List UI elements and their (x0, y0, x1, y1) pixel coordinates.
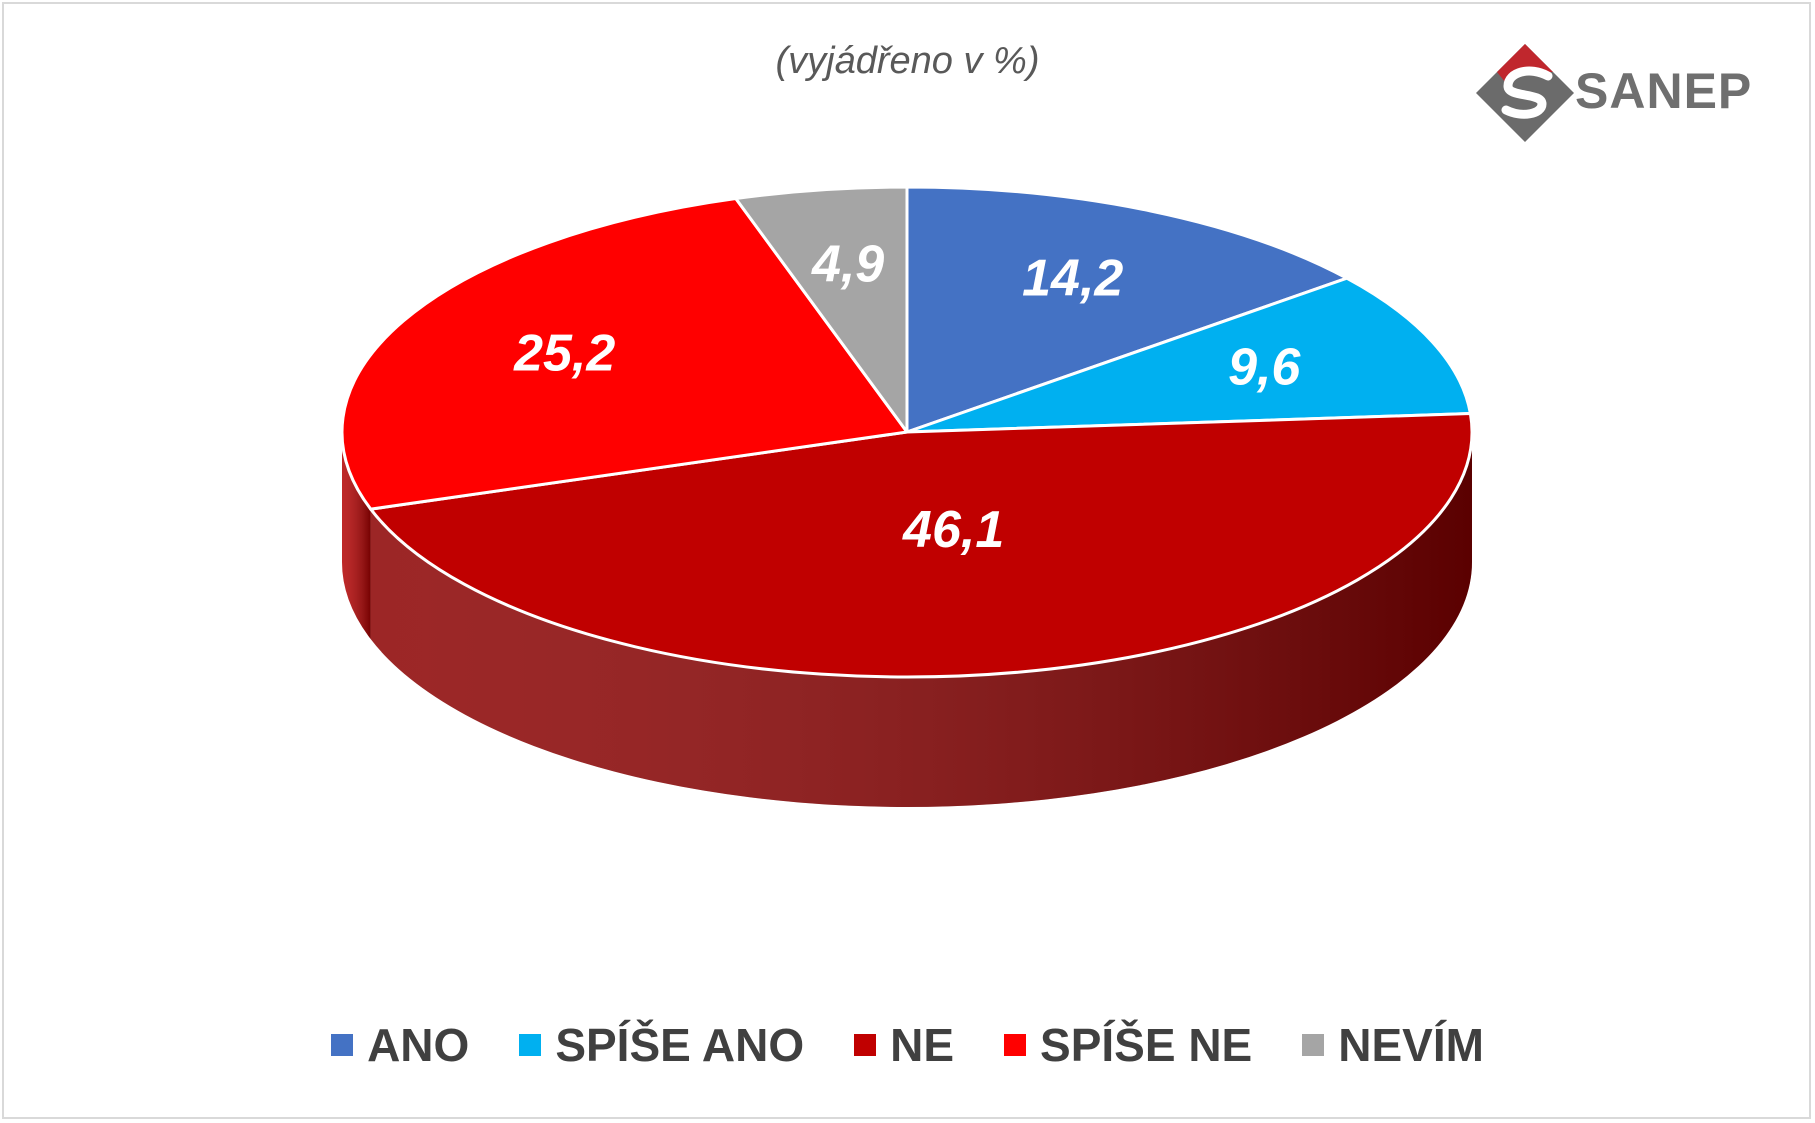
chart-legend: ANO SPÍŠE ANO NE SPÍŠE NE NEVÍM (0, 1015, 1815, 1075)
pie-slice-ne (369, 412, 1474, 679)
legend-swatch (331, 1034, 354, 1056)
sanep-logo-text: SANEP (1575, 63, 1753, 119)
legend-label: NEVÍM (1338, 1019, 1484, 1071)
pie-side-shade (370, 432, 1472, 808)
legend-item-ano: ANO (331, 1018, 469, 1072)
legend-label: SPÍŠE NE (1040, 1019, 1253, 1071)
data-label-ne: 46,1 (902, 501, 1004, 559)
pie-slice-nevim (734, 185, 909, 434)
legend-swatch (854, 1034, 877, 1056)
data-label-spise-ano: 9,6 (1228, 339, 1301, 397)
legend-swatch (519, 1034, 542, 1056)
pie-slice-spise-ne (340, 197, 909, 511)
sanep-logo: SANEP (1470, 38, 1780, 148)
pie-slice-ano (905, 185, 1349, 434)
data-label-spise-ne: 25,2 (513, 324, 615, 382)
pie-side-shade (342, 432, 371, 640)
legend-item-ne: NE (854, 1018, 954, 1072)
legend-label: ANO (367, 1019, 470, 1071)
legend-swatch (1004, 1034, 1027, 1056)
data-label-ano: 14,2 (1022, 250, 1123, 308)
sanep-logo-icon (1476, 44, 1574, 142)
legend-swatch (1302, 1034, 1325, 1056)
pie-slice-spise-ano (905, 276, 1472, 434)
chart-subtitle: (vyjádřeno v %) (775, 40, 1040, 82)
pie-chart: 14,2 9,6 46,1 25,2 4,9 (340, 185, 1474, 808)
legend-item-spise-ano: SPÍŠE ANO (519, 1018, 804, 1072)
legend-item-nevim: NEVÍM (1302, 1018, 1484, 1072)
legend-label: NE (890, 1019, 955, 1071)
legend-label: SPÍŠE ANO (555, 1019, 805, 1071)
legend-item-spise-ne: SPÍŠE NE (1004, 1018, 1252, 1072)
data-label-nevim: 4,9 (811, 235, 884, 293)
